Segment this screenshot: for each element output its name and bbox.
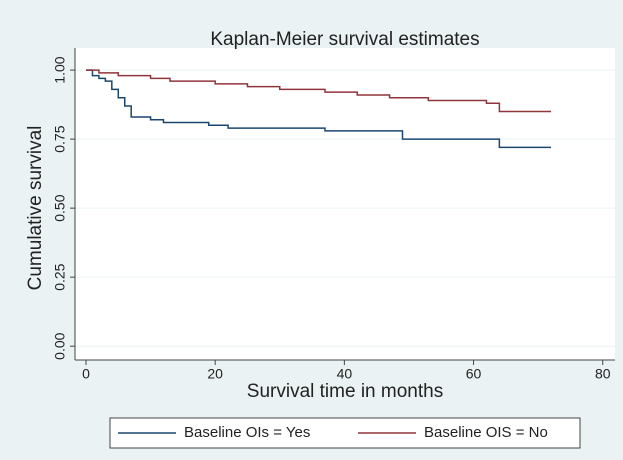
legend	[109, 417, 581, 449]
survival-line	[85, 69, 552, 113]
plot-area	[75, 48, 615, 360]
y-tick-label: 0.75	[52, 125, 68, 152]
y-tick-label: 0.50	[52, 194, 68, 221]
x-axis-label: Survival time in months	[247, 381, 443, 402]
x-tick-label: 40	[337, 366, 353, 382]
x-tick-label: 80	[595, 366, 611, 382]
survival-line	[85, 69, 552, 149]
y-axis-label: Cumulative survival	[25, 126, 46, 291]
x-tick-label: 60	[466, 366, 482, 382]
x-tick-label: 0	[82, 366, 90, 382]
x-tick-label: 20	[207, 366, 223, 382]
y-tick-label: 0.00	[52, 332, 68, 359]
legend-label: Baseline OIS = No	[424, 424, 548, 441]
chart-title: Kaplan-Meier survival estimates	[210, 29, 479, 50]
y-tick-label: 1.00	[52, 56, 68, 83]
y-tick-label: 0.25	[52, 263, 68, 290]
legend-label: Baseline OIs = Yes	[184, 424, 310, 441]
